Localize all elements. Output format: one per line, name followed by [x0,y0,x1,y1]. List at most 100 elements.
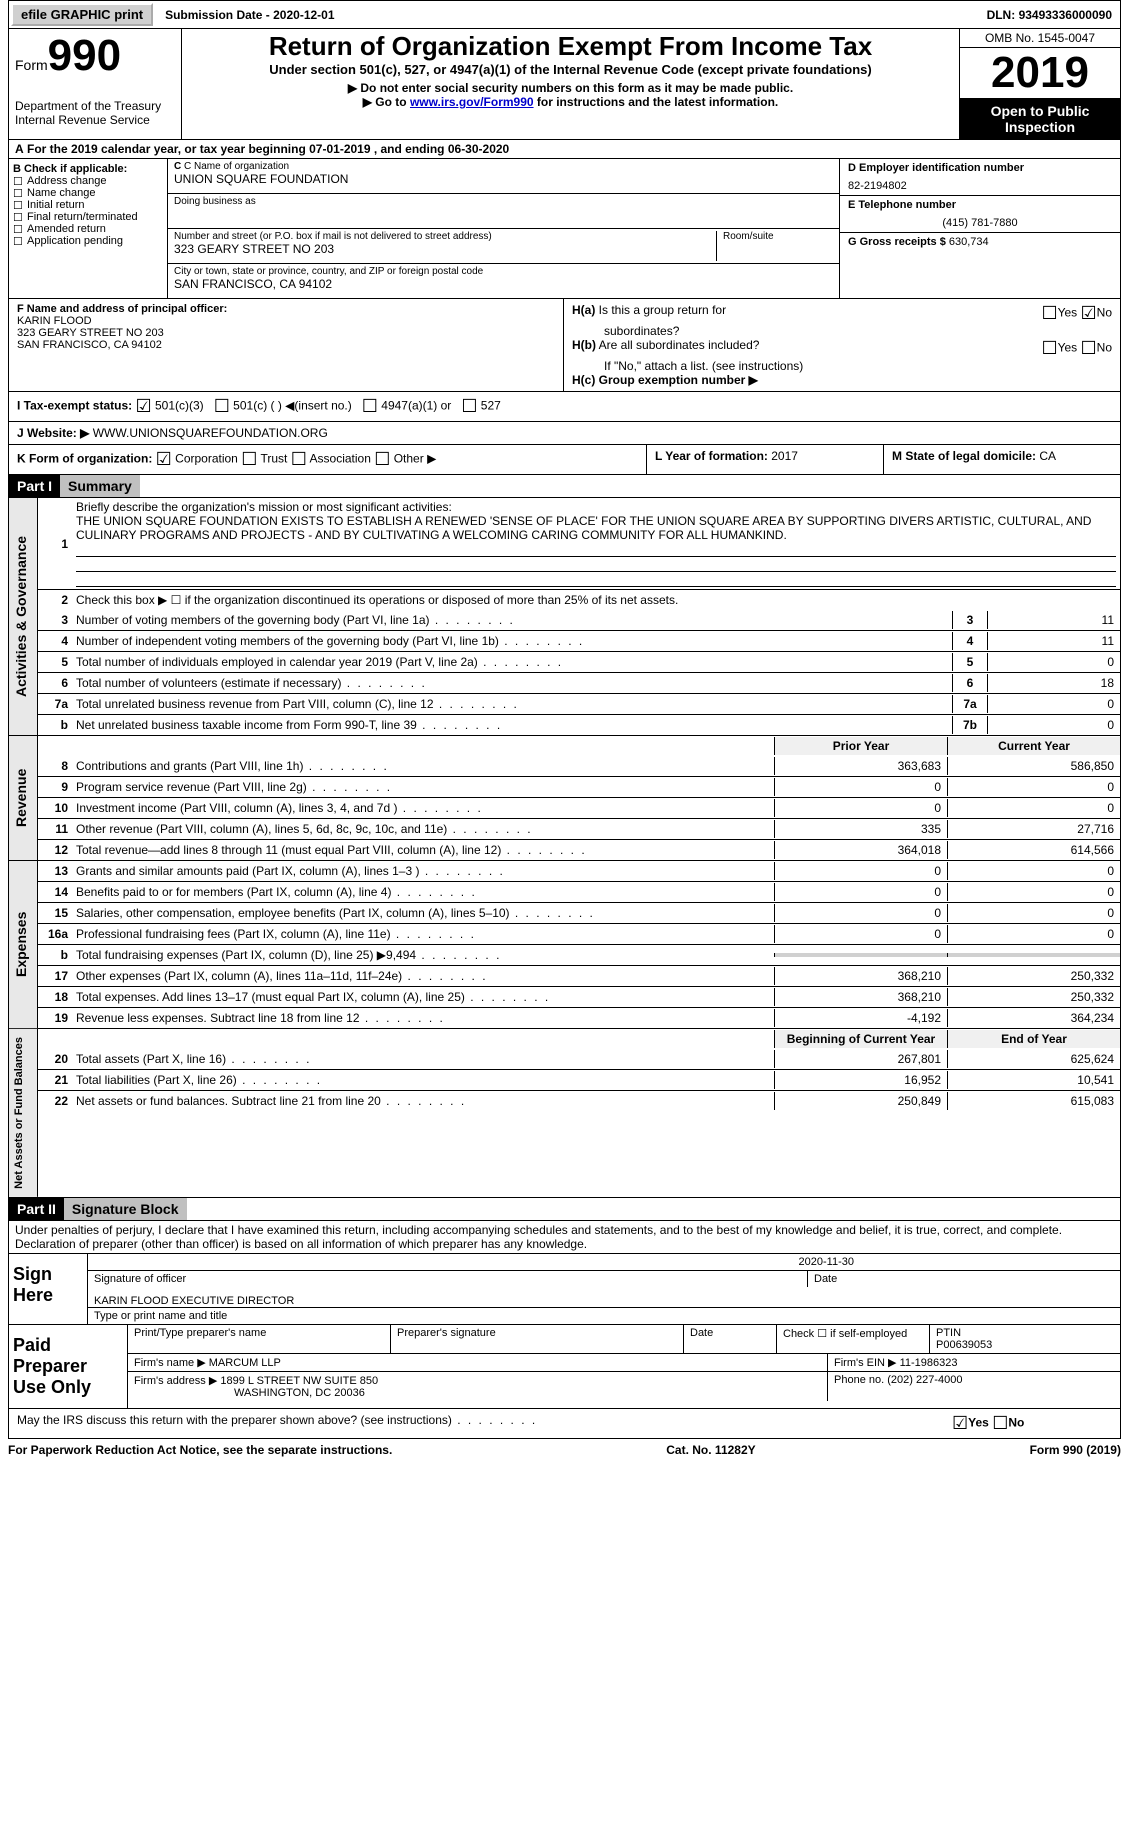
chk-amended-return[interactable]: Amended return [13,223,163,235]
omb-number: OMB No. 1545-0047 [960,29,1120,48]
section-c: C C Name of organization UNION SQUARE FO… [168,159,839,298]
section-fh: F Name and address of principal officer:… [8,299,1121,392]
net-line-22: 22Net assets or fund balances. Subtract … [38,1090,1120,1111]
part1-net-assets: Net Assets or Fund Balances Beginning of… [8,1029,1121,1198]
gov-line-5: 5Total number of individuals employed in… [38,651,1120,672]
discuss-no[interactable] [992,1413,1008,1434]
gov-line-3: 3Number of voting members of the governi… [38,610,1120,630]
tax-year: 2019 [960,48,1120,99]
i-4947[interactable] [362,396,378,417]
chk-name-change[interactable]: Name change [13,187,163,199]
hb-yes[interactable] [1041,338,1057,359]
part1-revenue: Revenue Prior Year Current Year 8Contrib… [8,736,1121,861]
part-2-header: Part IISignature Block [8,1198,1121,1221]
rev-line-8: 8Contributions and grants (Part VIII, li… [38,756,1120,776]
instruction-2: ▶ Go to www.irs.gov/Form990 for instruct… [188,95,953,109]
officer-name: KARIN FLOOD [17,315,92,327]
dln: DLN: 93493336000090 [987,8,1120,22]
gov-line-4: 4Number of independent voting members of… [38,630,1120,651]
section-j: J Website: ▶ WWW.UNIONSQUAREFOUNDATION.O… [8,422,1121,445]
org-address: 323 GEARY STREET NO 203 [174,242,716,256]
form-subtitle: Under section 501(c), 527, or 4947(a)(1)… [188,62,953,77]
section-h: H(a) Is this a group return for Yes No s… [563,299,1120,391]
firm-name: MARCUM LLP [209,1357,281,1369]
section-bcd: B Check if applicable: Address change Na… [8,159,1121,299]
i-527[interactable] [461,396,477,417]
exp-line-19: 19Revenue less expenses. Subtract line 1… [38,1007,1120,1028]
rev-line-11: 11Other revenue (Part VIII, column (A), … [38,818,1120,839]
gov-line-7a: 7aTotal unrelated business revenue from … [38,693,1120,714]
k-other[interactable] [374,449,390,470]
ha-no[interactable] [1081,303,1097,324]
chk-final-return[interactable]: Final return/terminated [13,211,163,223]
telephone: (415) 781-7880 [840,214,1120,232]
k-trust[interactable] [241,449,257,470]
side-label-net: Net Assets or Fund Balances [9,1029,38,1197]
exp-line-15: 15Salaries, other compensation, employee… [38,902,1120,923]
org-city: SAN FRANCISCO, CA 94102 [174,277,833,291]
k-assoc[interactable] [291,449,307,470]
section-d: D Employer identification number 82-2194… [839,159,1120,298]
paid-preparer-label: Paid Preparer Use Only [9,1325,127,1408]
firm-ein: 11-1986323 [900,1357,958,1369]
open-to-public: Open to Public Inspection [960,99,1120,139]
part1-expenses: Expenses 13Grants and similar amounts pa… [8,861,1121,1029]
side-label-revenue: Revenue [9,736,38,860]
exp-line-13: 13Grants and similar amounts paid (Part … [38,861,1120,881]
sig-officer-label: Signature of officer [88,1271,808,1287]
irs-label: Internal Revenue Service [15,113,175,127]
exp-line-17: 17Other expenses (Part IX, column (A), l… [38,965,1120,986]
website[interactable]: WWW.UNIONSQUAREFOUNDATION.ORG [93,426,328,440]
gov-line-6: 6Total number of volunteers (estimate if… [38,672,1120,693]
officer-print-name: KARIN FLOOD EXECUTIVE DIRECTOR [88,1287,1120,1307]
sign-here-block: Sign Here 2020-11-30 Signature of office… [8,1254,1121,1325]
gross-receipts: G Gross receipts $ 630,734 [840,232,1120,251]
side-label-expenses: Expenses [9,861,38,1028]
efile-button[interactable]: efile GRAPHIC print [11,3,153,26]
section-m: M State of legal domicile: CA [883,445,1120,474]
submission-date: Submission Date - 2020-12-01 [155,8,344,22]
page-footer: For Paperwork Reduction Act Notice, see … [8,1439,1121,1461]
form-header: Form990 Department of the Treasury Inter… [8,29,1121,140]
form-number: Form990 [15,31,175,81]
firm-address: 1899 L STREET NW SUITE 850 [220,1375,378,1387]
exp-line-18: 18Total expenses. Add lines 13–17 (must … [38,986,1120,1007]
ha-yes[interactable] [1041,303,1057,324]
part1-governance: Activities & Governance 1 Briefly descri… [8,498,1121,736]
rev-line-9: 9Program service revenue (Part VIII, lin… [38,776,1120,797]
gov-line-7b: bNet unrelated business taxable income f… [38,714,1120,735]
section-f: F Name and address of principal officer:… [9,299,563,391]
chk-application-pending[interactable]: Application pending [13,235,163,247]
org-name: UNION SQUARE FOUNDATION [174,172,833,186]
discuss-row: May the IRS discuss this return with the… [8,1409,1121,1439]
signature-date: 2020-11-30 [94,1256,1114,1268]
chk-address-change[interactable]: Address change [13,175,163,187]
paid-preparer-block: Paid Preparer Use Only Print/Type prepar… [8,1325,1121,1409]
irs-link[interactable]: www.irs.gov/Form990 [410,95,534,109]
ein: 82-2194802 [840,177,1120,195]
hb-no[interactable] [1081,338,1097,359]
form-title: Return of Organization Exempt From Incom… [188,31,953,62]
k-corp[interactable] [156,449,172,470]
firm-phone: (202) 227-4000 [887,1374,962,1386]
sign-here-label: Sign Here [9,1254,87,1324]
declaration: Under penalties of perjury, I declare th… [8,1221,1121,1254]
mission-text: THE UNION SQUARE FOUNDATION EXISTS TO ES… [76,514,1091,542]
section-klm: K Form of organization: Corporation Trus… [8,445,1121,475]
instruction-1: ▶ Do not enter social security numbers o… [188,81,953,95]
section-b: B Check if applicable: Address change Na… [9,159,168,298]
net-line-20: 20Total assets (Part X, line 16)267,8016… [38,1049,1120,1069]
rev-line-10: 10Investment income (Part VIII, column (… [38,797,1120,818]
section-i: I Tax-exempt status: 501(c)(3) 501(c) ( … [8,392,1121,422]
exp-line-14: 14Benefits paid to or for members (Part … [38,881,1120,902]
discuss-yes[interactable] [952,1413,968,1434]
side-label-governance: Activities & Governance [9,498,38,735]
i-501c[interactable] [214,396,230,417]
exp-line-16a: 16aProfessional fundraising fees (Part I… [38,923,1120,944]
top-bar: efile GRAPHIC print Submission Date - 20… [8,0,1121,29]
dept-treasury: Department of the Treasury [15,99,175,113]
rev-line-12: 12Total revenue—add lines 8 through 11 (… [38,839,1120,860]
i-501c3[interactable] [136,396,152,417]
chk-initial-return[interactable]: Initial return [13,199,163,211]
row-a-tax-year: A For the 2019 calendar year, or tax yea… [8,140,1121,159]
